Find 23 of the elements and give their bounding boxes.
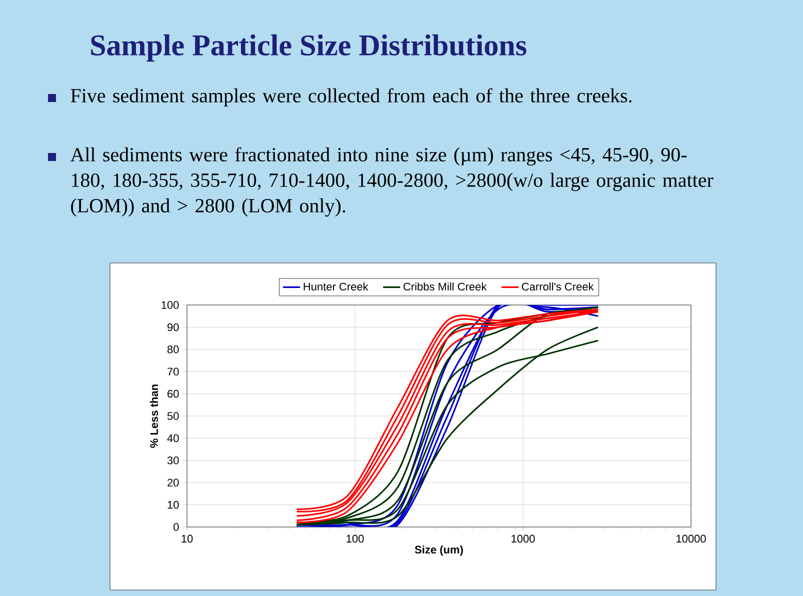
y-tick-label: 0	[174, 523, 179, 531]
legend-label: Hunter Creek	[304, 282, 368, 291]
y-axis-title: % Less than	[150, 384, 158, 448]
y-tick-label: 70	[168, 368, 179, 376]
x-tick-label: 100	[346, 534, 364, 543]
legend-label: Carroll's Creek	[522, 282, 594, 291]
y-tick-label: 100	[162, 301, 179, 309]
text: Five sediment samples were collected from each of the three creeks.	[70, 88, 632, 107]
x-tick-label: 1000	[512, 534, 535, 543]
y-tick-label: 20	[168, 478, 179, 486]
y-tick-label: 60	[168, 390, 179, 398]
x-axis-title: Size (um)	[414, 545, 463, 556]
text: All sediments were fractionated into nine size (µm) ranges <45, 45-90, 90-180, 180-355, 355-710, 710-1400, 1400-2800, >2800(w/o large organic matter (LOM)) and > 2800 (LOM only).	[70, 147, 714, 217]
y-tick-label: 30	[167, 456, 179, 464]
y-tick-label: 40	[167, 434, 179, 442]
y-tick-label: 80	[167, 346, 179, 354]
y-tick-label: 50	[167, 412, 179, 420]
y-tick-label: 90	[167, 323, 179, 332]
y-tick-label: 10	[168, 500, 179, 509]
chart-title: Sample Particle Size Distributions	[91, 34, 526, 62]
x-tick-label: 10000	[676, 534, 706, 543]
legend-label: Cribbs Mill Creek	[404, 282, 487, 291]
x-tick-label: 10	[182, 534, 193, 543]
